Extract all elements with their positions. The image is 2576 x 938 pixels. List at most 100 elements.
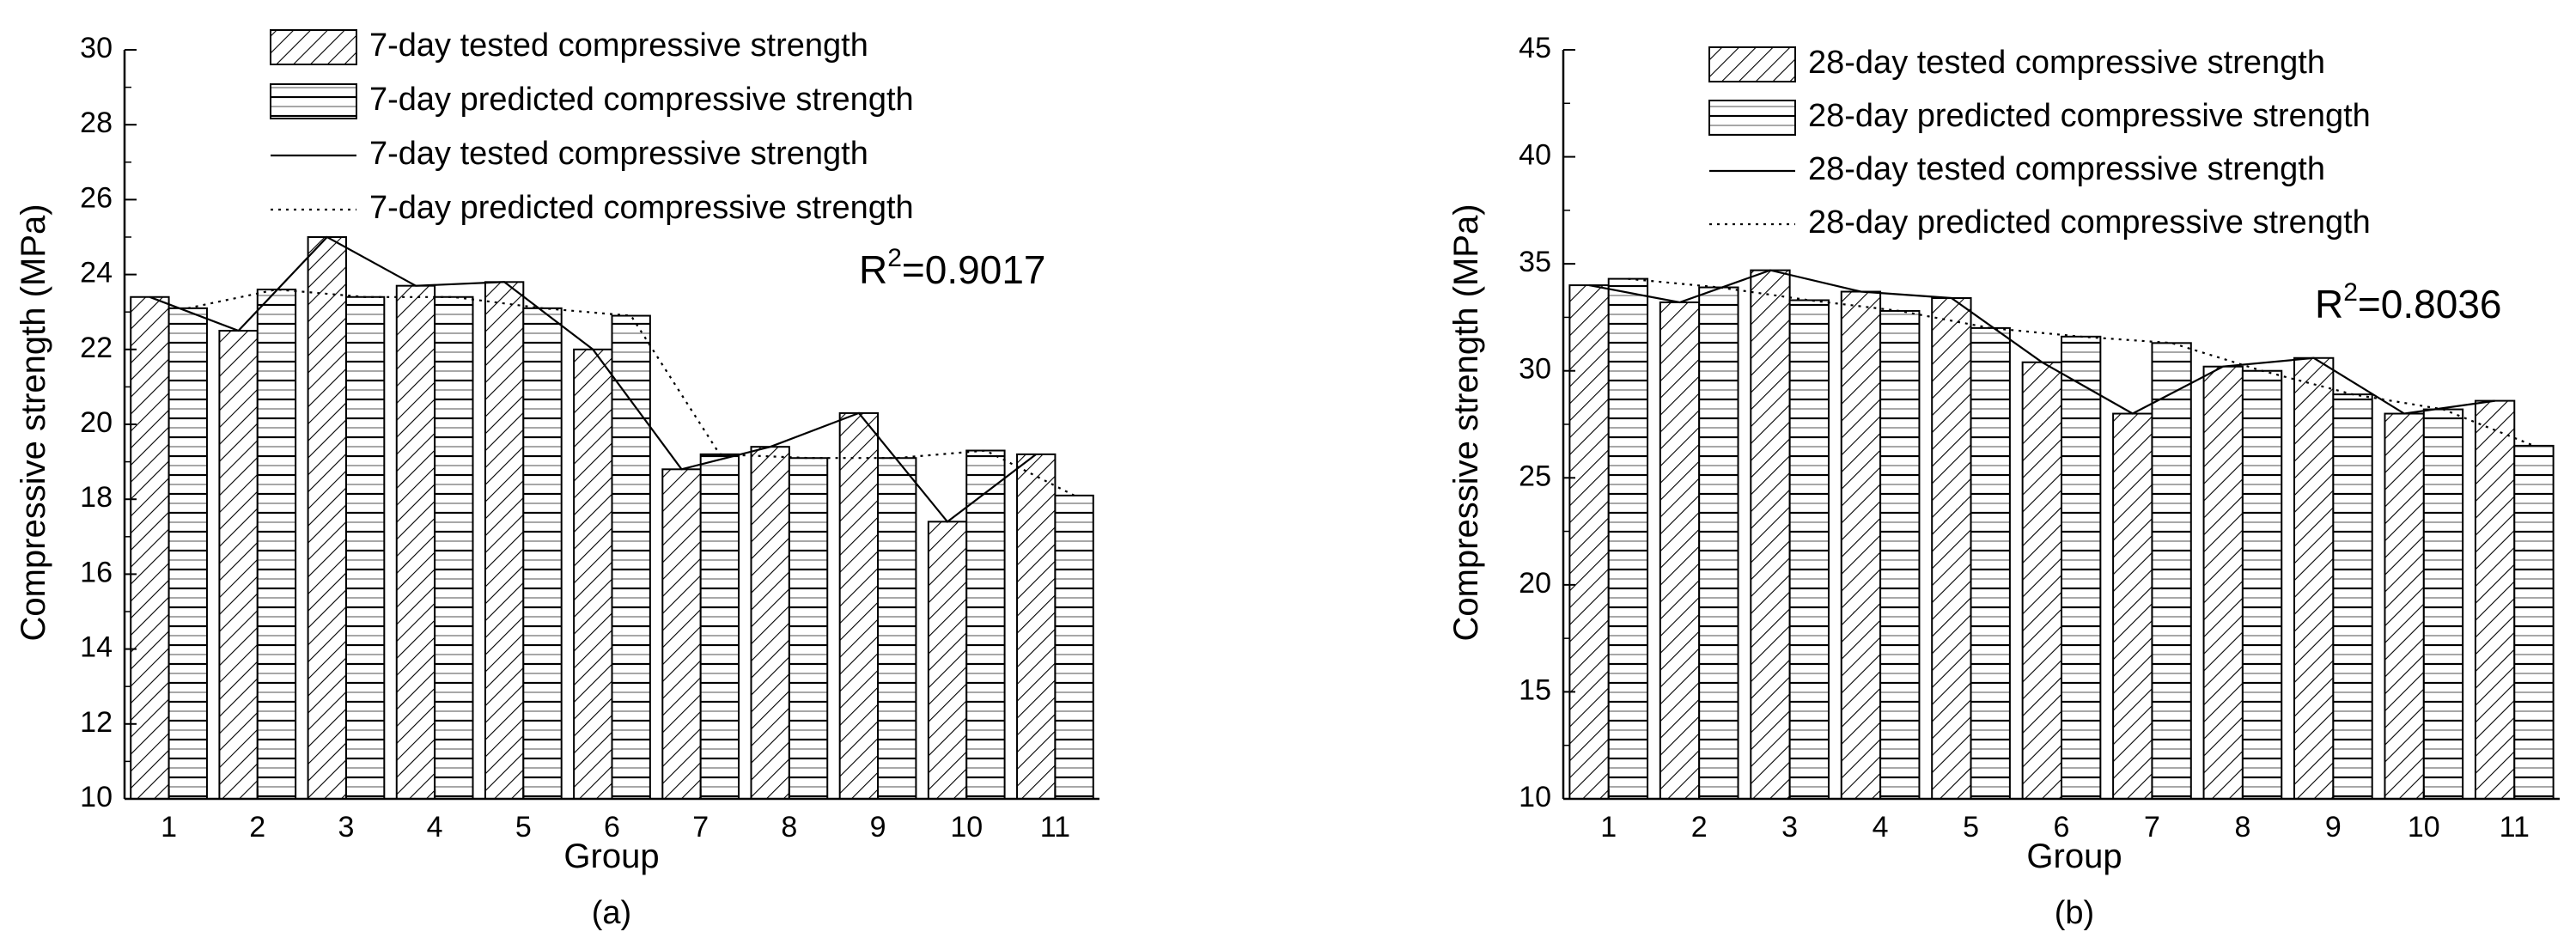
y-tick-label-a-10: 10 xyxy=(80,781,113,813)
x-tick-label-a-2: 2 xyxy=(249,811,265,844)
x-tick-label-a-3: 3 xyxy=(338,811,354,844)
bar-a-s2-g6 xyxy=(611,314,651,800)
bar-b-s2-g6 xyxy=(2061,335,2102,800)
legend-label-a-3: 7-day tested compressive strength xyxy=(369,136,868,172)
bar-b-s1-g4 xyxy=(1840,290,1882,800)
panel-caption-b: (b) xyxy=(2055,895,2094,931)
bar-b-s2-g8 xyxy=(2241,369,2283,800)
bar-a-s1-g8 xyxy=(750,446,790,800)
bar-a-s2-g8 xyxy=(788,457,829,800)
bar-b-s2-g9 xyxy=(2332,393,2373,800)
x-tick-label-b-6: 6 xyxy=(2054,811,2070,844)
bar-a-s1-g9 xyxy=(838,411,880,800)
y-tick-label-b-45: 45 xyxy=(1519,32,1551,64)
x-tick-label-a-4: 4 xyxy=(427,811,443,844)
line-a-tested xyxy=(149,235,1037,523)
bar-a-s1-g11 xyxy=(1016,453,1057,800)
x-tick-label-a-5: 5 xyxy=(515,811,532,844)
y-tick-label-b-20: 20 xyxy=(1519,567,1551,600)
line-b-tested xyxy=(1588,269,2495,415)
r-squared-superscript-a: 2 xyxy=(887,244,902,272)
y-tick-label-a-30: 30 xyxy=(80,32,113,64)
y-tick-label-a-12: 12 xyxy=(80,706,113,739)
bar-a-s1-g4 xyxy=(395,284,436,800)
y-tick-label-b-30: 30 xyxy=(1519,353,1551,386)
y-tick-label-a-28: 28 xyxy=(80,107,113,139)
bar-b-s1-g10 xyxy=(2384,412,2425,800)
y-tick-label-b-35: 35 xyxy=(1519,246,1551,278)
bar-a-s1-g6 xyxy=(573,348,613,800)
x-tick-label-b-8: 8 xyxy=(2234,811,2250,844)
bar-a-s2-g1 xyxy=(167,307,208,800)
bar-a-s1-g7 xyxy=(661,468,702,800)
y-tick-label-b-40: 40 xyxy=(1519,139,1551,172)
legend-swatch-b-2 xyxy=(1708,100,1796,136)
bar-a-s2-g4 xyxy=(434,295,474,800)
legend-label-a-1: 7-day tested compressive strength xyxy=(369,27,868,64)
r-squared-annotation-b: R2=0.8036 xyxy=(2315,278,2501,326)
bar-b-s2-g1 xyxy=(1607,277,1649,800)
x-axis-title-a: Group xyxy=(563,838,659,875)
bar-b-s2-g5 xyxy=(1970,326,2011,800)
legend-label-b-1: 28-day tested compressive strength xyxy=(1808,45,2325,81)
bar-b-s1-g11 xyxy=(2474,399,2516,800)
legend-label-b-3: 28-day tested compressive strength xyxy=(1808,151,2325,187)
bar-a-s1-g1 xyxy=(130,295,170,800)
legend-b: 28-day tested compressive strength 28-da… xyxy=(1708,45,2371,241)
legend-swatch-a-2 xyxy=(270,83,357,119)
y-tick-label-b-25: 25 xyxy=(1519,460,1551,492)
y-axis-title-a: Compressive strength (MPa) xyxy=(15,204,52,641)
r-squared-value-a: =0.9017 xyxy=(902,247,1046,292)
panel-caption-a: (a) xyxy=(592,895,631,931)
y-tick-label-b-10: 10 xyxy=(1519,781,1551,813)
x-tick-label-a-6: 6 xyxy=(604,811,620,844)
bar-a-s1-g5 xyxy=(484,281,525,800)
x-tick-label-b-1: 1 xyxy=(1600,811,1617,844)
y-tick-label-a-16: 16 xyxy=(80,556,113,588)
x-tick-label-a-8: 8 xyxy=(781,811,797,844)
bar-b-s1-g8 xyxy=(2202,365,2244,800)
line-b-predicted xyxy=(1628,277,2535,447)
bar-b-s2-g3 xyxy=(1788,299,1830,800)
bar-a-s1-g10 xyxy=(927,521,968,800)
bar-b-s2-g11 xyxy=(2513,444,2555,801)
bar-b-s1-g1 xyxy=(1568,284,1610,800)
bar-b-s1-g5 xyxy=(1931,297,1972,800)
r-squared-superscript-b: 2 xyxy=(2343,278,2358,307)
y-tick-label-a-26: 26 xyxy=(80,181,113,214)
bar-a-s1-g3 xyxy=(307,236,347,800)
x-tick-label-b-7: 7 xyxy=(2144,811,2160,844)
x-tick-label-b-4: 4 xyxy=(1873,811,1889,844)
legend-label-b-2: 28-day predicted compressive strength xyxy=(1808,98,2371,134)
r-squared-value-b: =0.8036 xyxy=(2358,282,2502,326)
r-squared-symbol-b: R xyxy=(2315,282,2343,326)
x-tick-label-b-5: 5 xyxy=(1963,811,1979,844)
y-tick-label-a-18: 18 xyxy=(80,481,113,514)
x-tick-label-a-10: 10 xyxy=(950,811,983,844)
bar-b-s1-g7 xyxy=(2112,412,2153,800)
legend-swatch-b-1 xyxy=(1708,46,1796,82)
x-tick-label-b-10: 10 xyxy=(2408,811,2440,844)
bar-b-s2-g7 xyxy=(2151,342,2192,800)
bar-a-s2-g3 xyxy=(344,295,386,800)
r-squared-symbol-a: R xyxy=(859,247,887,292)
legend-label-b-4: 28-day predicted compressive strength xyxy=(1808,204,2371,241)
bar-b-s1-g3 xyxy=(1750,269,1791,801)
legend-swatch-a-1 xyxy=(270,29,357,65)
x-tick-label-a-11: 11 xyxy=(1040,811,1070,844)
y-tick-label-a-22: 22 xyxy=(80,332,113,364)
x-tick-label-b-9: 9 xyxy=(2325,811,2342,844)
bar-b-s1-g6 xyxy=(2021,361,2062,800)
bar-b-s2-g10 xyxy=(2422,408,2464,800)
bar-a-s2-g5 xyxy=(522,307,563,800)
r-squared-annotation-a: R2=0.9017 xyxy=(859,244,1045,292)
bar-a-s2-g9 xyxy=(877,457,917,800)
x-tick-label-b-3: 3 xyxy=(1781,811,1798,844)
legend-a: 7-day tested compressive strength 7-day … xyxy=(270,27,914,226)
bar-b-s2-g2 xyxy=(1698,286,1739,800)
